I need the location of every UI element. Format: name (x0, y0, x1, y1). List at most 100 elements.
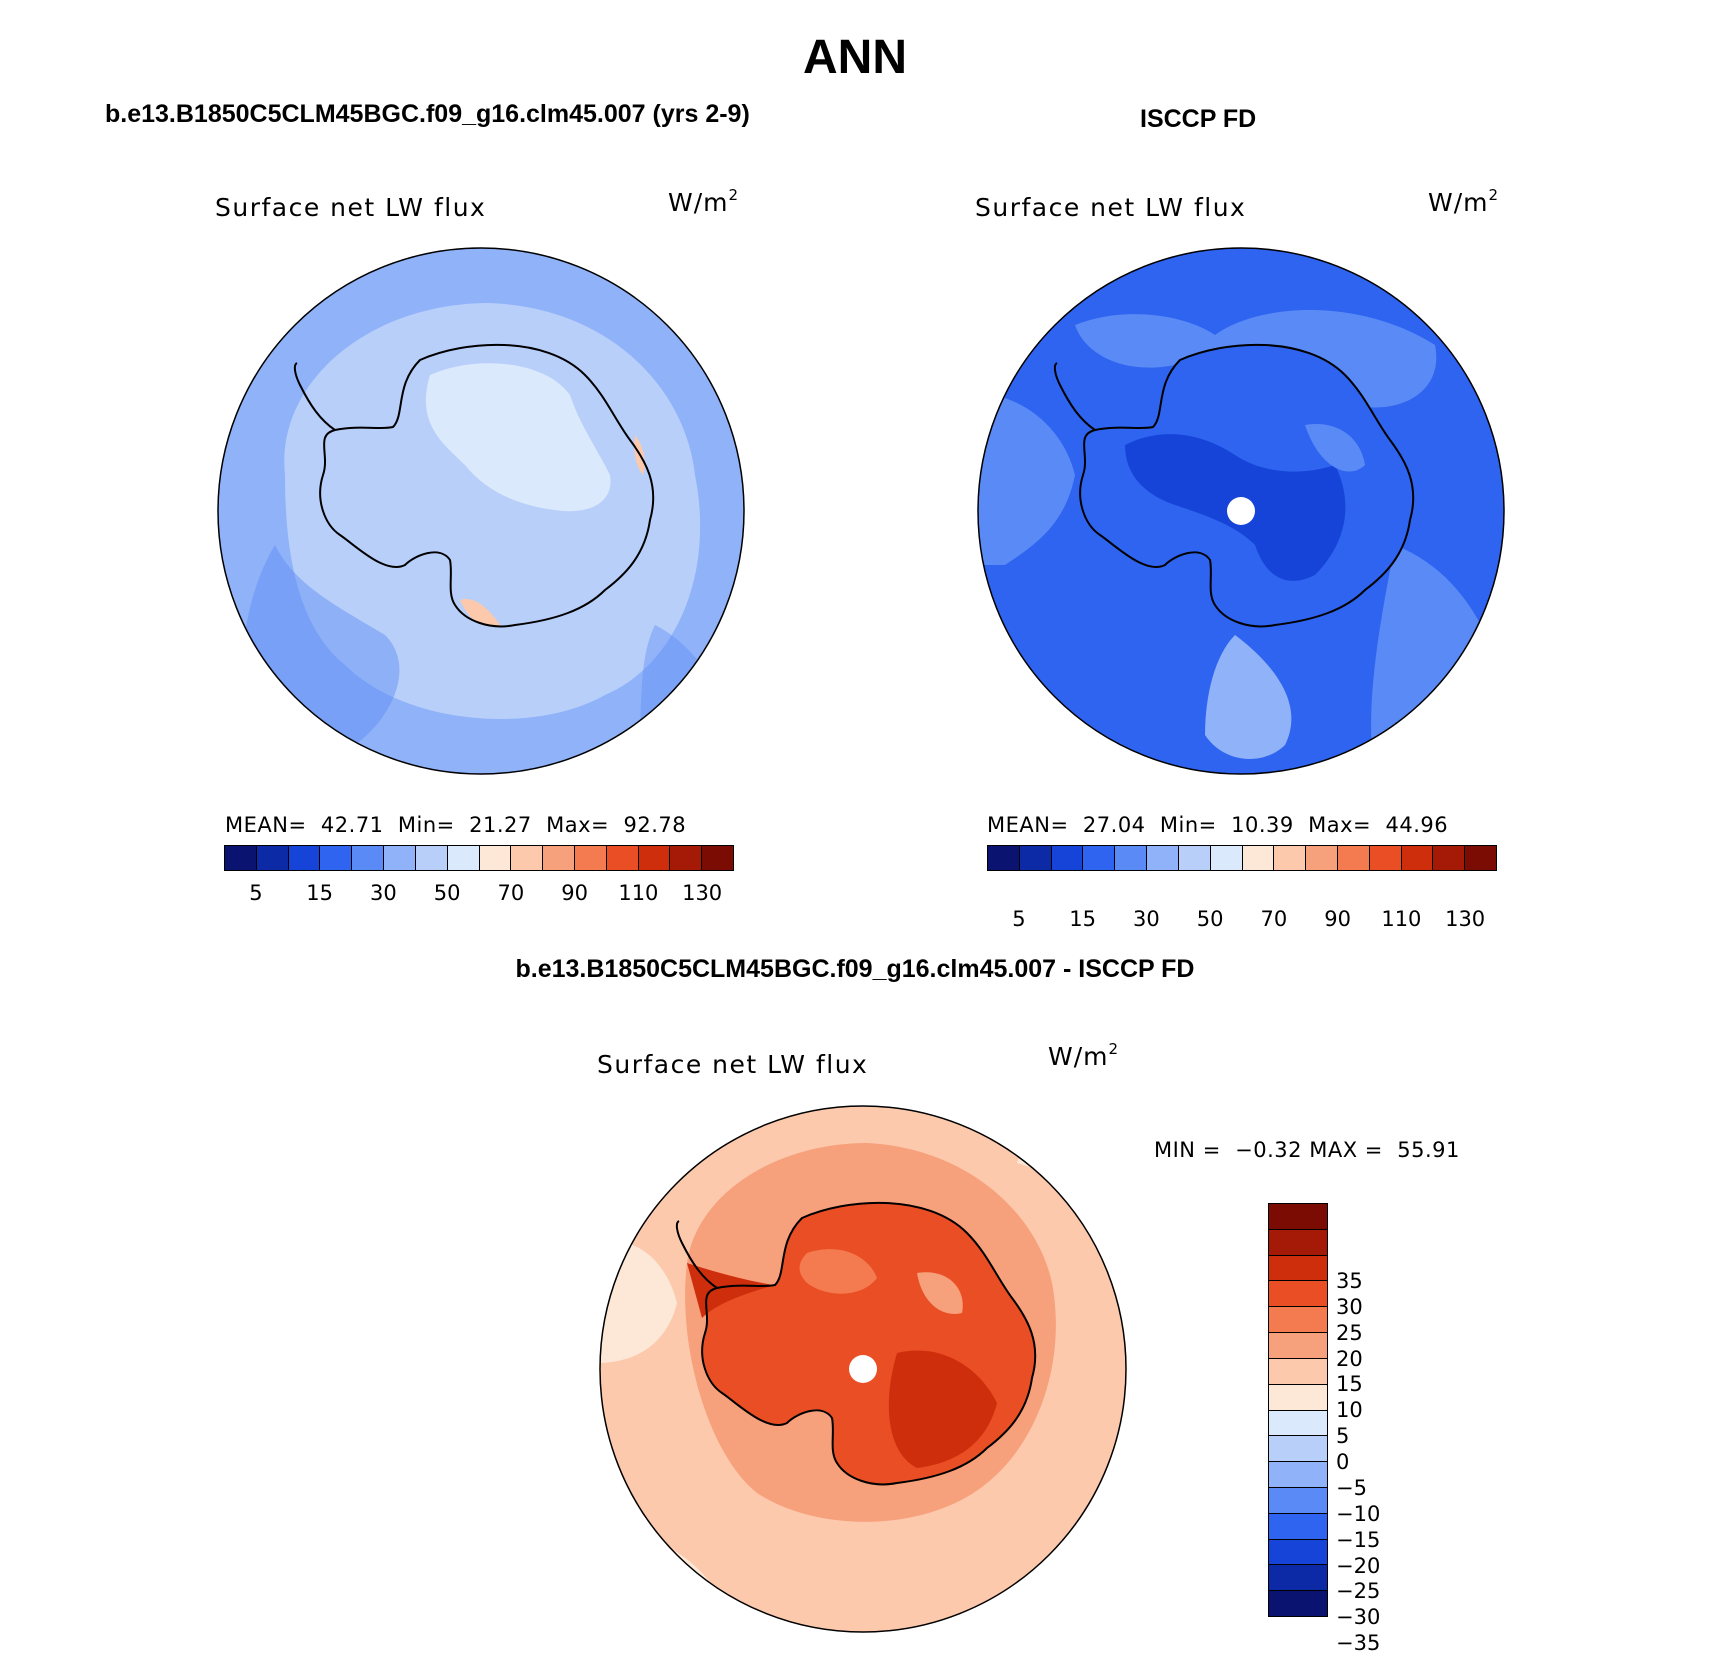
obs-colorbar-swatch (1369, 846, 1402, 870)
model-colorbar-tick-label: 90 (561, 881, 588, 905)
model-colorbar-tick-label: 50 (433, 881, 461, 905)
model-warm-patch-ross (460, 599, 500, 627)
diff-colorbar-swatch (1269, 1462, 1327, 1488)
obs-map-border (977, 247, 1505, 775)
diff-variable-label: Surface net LW flux (597, 1050, 869, 1079)
diff-colorbar-swatch (1269, 1539, 1327, 1566)
obs-antarctica-lighter (1305, 424, 1365, 472)
diff-peninsula (675, 1220, 718, 1289)
diff-unit-label: W/m2 (1048, 1040, 1120, 1071)
obs-colorbar-swatch (988, 846, 1020, 870)
diff-colorbar-swatch (1269, 1591, 1327, 1616)
model-colorbar-swatch (702, 846, 733, 870)
diff-colorbar-swatch (1269, 1204, 1327, 1230)
model-colorbar-swatch (225, 846, 257, 870)
obs-colorbar-swatch (1083, 846, 1116, 870)
model-colorbar-tick-label: 70 (497, 881, 525, 905)
model-panel-header: b.e13.B1850C5CLM45BGC.f09_g16.clm45.007 … (105, 100, 750, 128)
obs-colorbar-swatch (1465, 846, 1496, 870)
obs-ocean-light-patch2 (978, 395, 1075, 565)
diff-colorbar-labels: 35 30 25 20 15 10 5 0 −5 −10 −15 −20 −25 −30 −35 (1336, 1255, 1426, 1669)
diff-colorbar-swatch (1269, 1384, 1327, 1411)
diff-colorbar-tick-label: 20 (1336, 1346, 1363, 1371)
diff-panel-header: b.e13.B1850C5CLM45BGC.f09_g16.clm45.007 … (515, 955, 1195, 983)
diff-polar-map (599, 1105, 1127, 1633)
obs-colorbar-tick-label: 130 (1445, 907, 1486, 931)
obs-peninsula (1053, 362, 1096, 431)
diff-colorbar-tick-label: −10 (1336, 1501, 1381, 1526)
obs-unit-label: W/m2 (1428, 186, 1500, 217)
model-colorbar-swatch (606, 846, 639, 870)
model-antarctica-light (425, 363, 611, 512)
diff-colorbar-swatch (1269, 1333, 1327, 1359)
diff-colorbar-tick-label: −15 (1336, 1527, 1381, 1552)
diff-pole-hole (849, 1355, 877, 1383)
model-colorbar-swatch (543, 846, 575, 870)
diff-minmax: MIN = −0.32 MAX = 55.91 (1154, 1138, 1460, 1162)
obs-colorbar-swatch (1401, 846, 1434, 870)
obs-pole-hole (1227, 497, 1255, 525)
diff-colorbar-tick-label: −25 (1336, 1579, 1381, 1604)
main-title: ANN (803, 31, 907, 84)
model-colorbar-swatch (320, 846, 353, 870)
model-colorbar-swatch (256, 846, 289, 870)
diff-colorbar-tick-label: −5 (1336, 1475, 1367, 1500)
diff-coastline (701, 1201, 1037, 1486)
diff-colorbar-tick-label: −20 (1336, 1553, 1381, 1578)
obs-colorbar-tick-label: 50 (1196, 907, 1224, 931)
diff-colorbar-tick-label: 35 (1336, 1268, 1363, 1293)
model-unit-label: W/m2 (668, 186, 740, 217)
obs-colorbar-swatch (1178, 846, 1211, 870)
model-colorbar-tick-label: 110 (618, 881, 659, 905)
model-colorbar-swatch (638, 846, 671, 870)
model-colorbar-tick-label: 5 (249, 881, 263, 905)
model-colorbar-swatch (574, 846, 607, 870)
diff-colorbar-swatch (1269, 1255, 1327, 1282)
diff-colorbar-tick-label: 0 (1336, 1450, 1350, 1474)
diff-colorbar-tick-label: −30 (1336, 1605, 1381, 1630)
diff-colorbar-swatch (1269, 1513, 1327, 1540)
obs-colorbar-swatch (1337, 846, 1370, 870)
obs-colorbar-swatch (1147, 846, 1179, 870)
model-map-border (217, 247, 745, 775)
model-stats: MEAN= 42.71 Min= 21.27 Max= 92.78 (225, 813, 687, 837)
obs-colorbar-tick-label: 30 (1133, 907, 1160, 931)
obs-colorbar-tick-label: 15 (1069, 907, 1096, 931)
diff-colorbar-tick-label: 25 (1336, 1320, 1363, 1345)
model-colorbar-swatch (670, 846, 703, 870)
model-colorbar-tick-label: 15 (306, 881, 333, 905)
model-polar-map (217, 247, 745, 775)
obs-colorbar-tick-label: 70 (1260, 907, 1288, 931)
diff-colorbar-tick-label: 10 (1336, 1398, 1363, 1423)
obs-panel-header: ISCCP FD (1140, 105, 1257, 133)
diff-colorbar-swatch (1269, 1487, 1327, 1514)
model-colorbar-swatch (479, 846, 512, 870)
obs-colorbar-swatch (1306, 846, 1338, 870)
diff-antarctica-light (799, 1249, 877, 1294)
diff-colorbar-tick-label: 30 (1336, 1294, 1363, 1319)
model-coastline (319, 343, 655, 628)
model-colorbar-tick-label: 30 (370, 881, 397, 905)
diff-colorbar-tick-label: 5 (1336, 1424, 1350, 1449)
diff-west-darker (687, 1263, 775, 1318)
diff-colorbar-swatch (1269, 1281, 1327, 1308)
model-colorbar (224, 845, 734, 871)
obs-colorbar-swatch (1051, 846, 1084, 870)
model-peninsula (293, 362, 336, 431)
model-variable-label: Surface net LW flux (215, 193, 487, 222)
diff-colorbar-tick-label: −35 (1336, 1631, 1381, 1656)
diff-antarctica-light2 (917, 1272, 963, 1314)
obs-ocean-light-patch3 (1205, 635, 1292, 759)
obs-colorbar-tick-label: 110 (1381, 907, 1422, 931)
model-colorbar-swatch (415, 846, 448, 870)
obs-colorbar-swatch (1433, 846, 1466, 870)
obs-colorbar (987, 845, 1497, 871)
diff-colorbar-swatch (1269, 1358, 1327, 1385)
obs-polar-map (977, 247, 1505, 775)
model-colorbar-swatch (288, 846, 321, 870)
obs-colorbar-swatch (1019, 846, 1052, 870)
obs-colorbar-tick-label: 5 (1012, 907, 1026, 931)
model-colorbar-tick-label: 130 (682, 881, 723, 905)
model-colorbar-swatch (352, 846, 385, 870)
obs-colorbar-labels: 5 15 30 50 70 90 110 130 (987, 907, 1497, 933)
